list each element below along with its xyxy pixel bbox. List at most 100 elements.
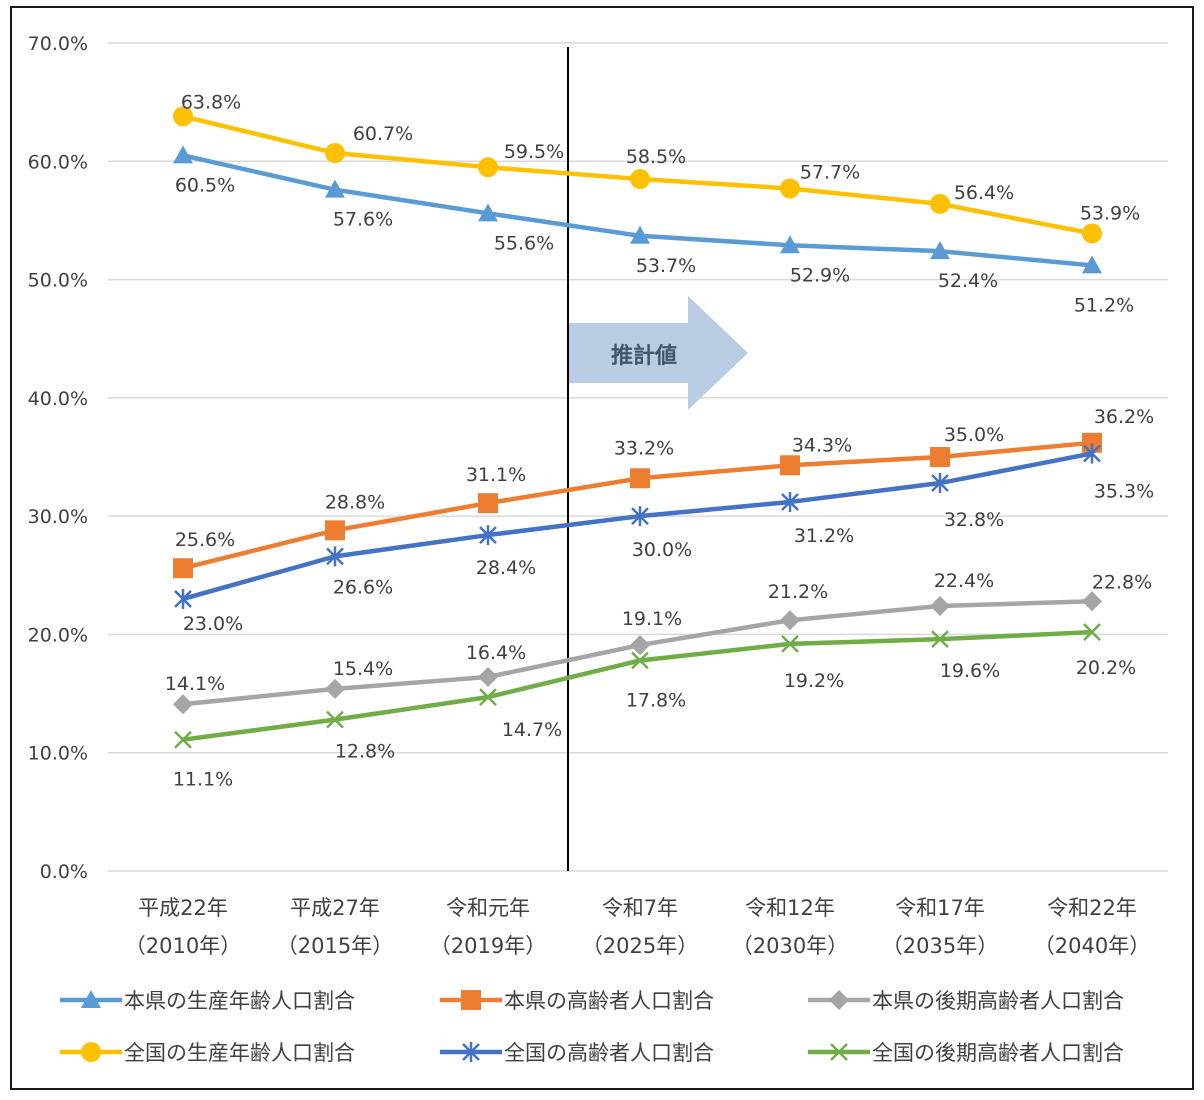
data-label: 14.7% xyxy=(502,719,562,741)
data-point xyxy=(780,235,800,254)
y-tick-label: 40.0% xyxy=(28,388,88,410)
data-point xyxy=(325,520,345,541)
data-point xyxy=(1082,255,1102,274)
data-label: 51.2% xyxy=(1074,294,1134,316)
legend-label: 本県の高齢者人口割合 xyxy=(504,989,714,1013)
data-point xyxy=(781,491,799,512)
legend-label: 全国の生産年齢人口割合 xyxy=(124,1041,355,1065)
data-point xyxy=(780,178,800,199)
data-point xyxy=(326,710,344,729)
x-tick-label: 平成27年 xyxy=(290,896,380,920)
data-point xyxy=(930,447,950,467)
data-label: 15.4% xyxy=(333,658,393,680)
chart-frame xyxy=(10,6,1194,1090)
legend-label: 本県の生産年齢人口割合 xyxy=(124,989,355,1013)
data-label: 59.5% xyxy=(504,141,564,163)
y-tick-label: 60.0% xyxy=(28,151,88,173)
legend-marker xyxy=(830,1043,848,1061)
data-label: 14.1% xyxy=(165,673,225,695)
data-label: 52.9% xyxy=(790,264,850,286)
data-label: 17.8% xyxy=(626,689,686,711)
data-point xyxy=(478,667,498,688)
x-tick-label: 令和元年 xyxy=(446,896,530,920)
data-label: 55.6% xyxy=(494,232,554,254)
data-label: 25.6% xyxy=(175,529,235,551)
data-point xyxy=(630,468,650,489)
data-point xyxy=(631,506,649,527)
legend-label: 全国の高齢者人口割合 xyxy=(504,1041,714,1065)
data-point xyxy=(780,455,800,476)
data-label: 22.8% xyxy=(1092,571,1152,593)
projection-label: 推計値 xyxy=(611,343,677,369)
x-tick-label-year: （2030年） xyxy=(732,934,848,958)
y-tick-label: 30.0% xyxy=(28,506,88,528)
data-label: 22.4% xyxy=(934,570,994,592)
data-label: 32.8% xyxy=(944,509,1004,531)
data-point xyxy=(325,678,345,699)
y-tick-label: 70.0% xyxy=(28,33,88,55)
data-label: 20.2% xyxy=(1076,657,1136,679)
data-label: 33.2% xyxy=(614,437,674,459)
x-tick-label-year: （2035年） xyxy=(882,934,998,958)
data-point xyxy=(479,525,497,546)
legend-marker xyxy=(81,1042,101,1062)
data-label: 31.1% xyxy=(466,464,526,486)
data-label: 35.3% xyxy=(1094,480,1154,502)
data-label: 56.4% xyxy=(954,182,1014,204)
data-label: 52.4% xyxy=(938,270,998,292)
projection-arrow xyxy=(568,296,748,410)
data-point xyxy=(479,688,497,707)
data-point xyxy=(930,193,950,214)
data-point xyxy=(930,596,950,617)
data-point xyxy=(930,241,950,260)
data-label: 28.8% xyxy=(325,491,385,513)
data-label: 53.9% xyxy=(1080,202,1140,224)
data-point xyxy=(325,179,345,198)
data-label: 60.7% xyxy=(353,123,413,145)
data-label: 63.8% xyxy=(181,91,241,113)
data-point xyxy=(931,473,949,494)
data-point xyxy=(631,651,649,670)
data-point xyxy=(173,694,193,715)
x-tick-label: 令和7年 xyxy=(602,896,678,920)
data-point xyxy=(174,730,192,749)
data-label: 23.0% xyxy=(183,613,243,635)
data-label: 53.7% xyxy=(636,255,696,277)
legend-marker xyxy=(462,1042,480,1062)
data-point xyxy=(173,106,193,127)
x-tick-label: 令和22年 xyxy=(1047,896,1137,920)
data-point xyxy=(630,225,650,244)
data-point xyxy=(478,157,498,178)
data-point xyxy=(1083,443,1101,464)
data-point xyxy=(781,635,799,653)
x-tick-label-year: （2040年） xyxy=(1034,934,1150,958)
data-label: 34.3% xyxy=(792,434,852,456)
data-point xyxy=(931,630,949,649)
y-tick-label: 20.0% xyxy=(28,624,88,646)
legend-label: 本県の後期高齢者人口割合 xyxy=(872,989,1124,1013)
legend-marker xyxy=(829,990,849,1010)
data-label: 31.2% xyxy=(794,525,854,547)
x-tick-label: 令和12年 xyxy=(745,896,835,920)
data-label: 12.8% xyxy=(335,741,395,763)
x-tick-label-year: （2015年） xyxy=(277,934,393,958)
data-label: 28.4% xyxy=(476,557,536,579)
data-point xyxy=(478,493,498,514)
y-tick-label: 10.0% xyxy=(28,743,88,765)
data-label: 60.5% xyxy=(175,174,235,196)
data-label: 16.4% xyxy=(466,642,526,664)
data-label: 19.2% xyxy=(784,670,844,692)
data-label: 21.2% xyxy=(768,581,828,603)
data-label: 57.7% xyxy=(800,161,860,183)
legend-marker xyxy=(461,990,481,1010)
data-point xyxy=(325,143,345,164)
data-label: 19.6% xyxy=(940,660,1000,682)
x-tick-label: 令和17年 xyxy=(895,896,985,920)
y-tick-label: 50.0% xyxy=(28,270,88,292)
legend-marker xyxy=(81,990,101,1008)
x-tick-label: 平成22年 xyxy=(138,896,228,920)
data-label: 26.6% xyxy=(333,576,393,598)
x-tick-label-year: （2019年） xyxy=(430,934,546,958)
data-point xyxy=(630,635,650,656)
